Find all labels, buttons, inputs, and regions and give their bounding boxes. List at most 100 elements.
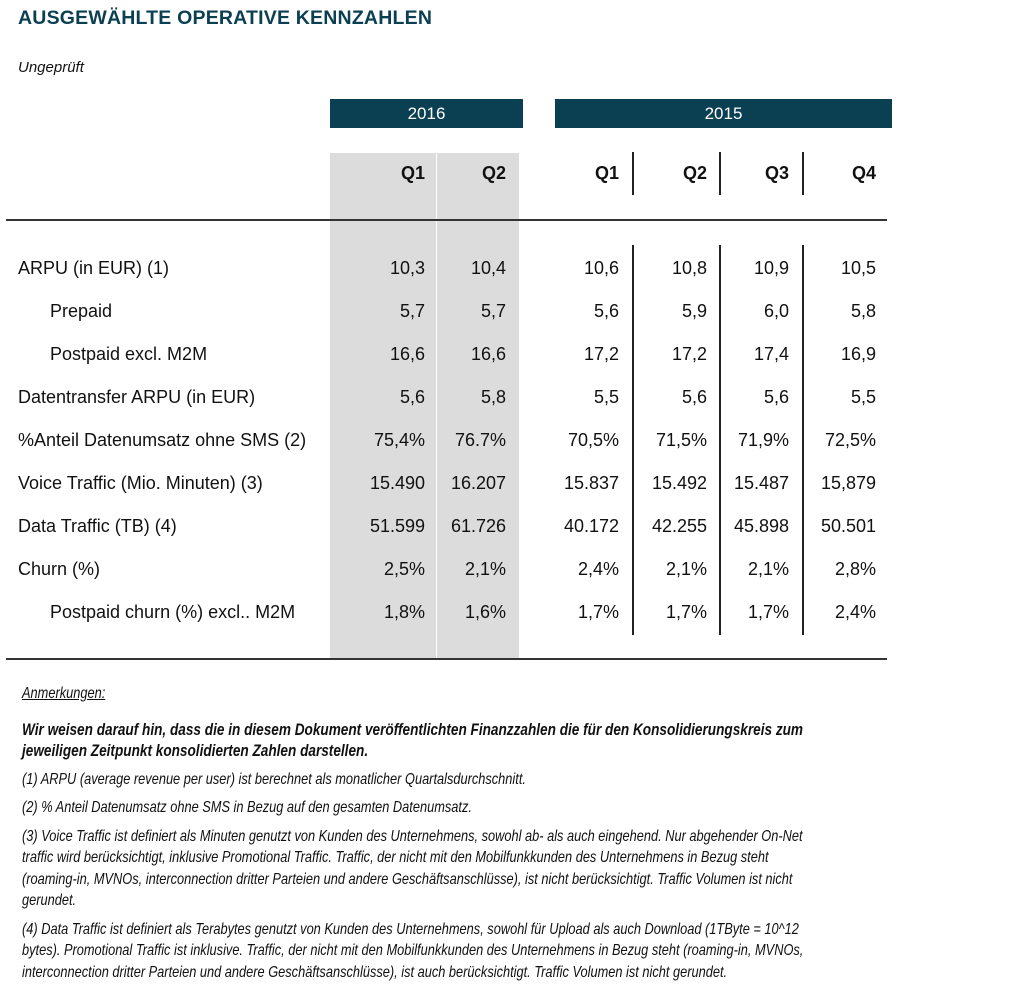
cell-value: 50.501 [820, 516, 876, 536]
cell-value: 5,8 [480, 387, 506, 407]
cell-value: 5,9 [681, 301, 707, 321]
cell-value: 5,6 [681, 387, 707, 407]
cell-value: 51.599 [369, 516, 425, 536]
header-divider [6, 219, 887, 221]
cell-value: 15.837 [563, 473, 619, 493]
footnote-2: (2) % Anteil Datenumsatz ohne SMS in Bez… [22, 797, 1014, 819]
highlight-column-q1-2016 [330, 153, 436, 658]
cell-value: 5,6 [399, 387, 425, 407]
column-divider [632, 152, 634, 195]
column-divider [802, 152, 804, 195]
cell-value: 17,2 [583, 344, 619, 364]
cell-value: 1,7% [747, 602, 789, 622]
cell-value: 1,6% [464, 602, 506, 622]
footnote-1: (1) ARPU (average revenue per user) ist … [22, 769, 1014, 791]
cell-value: 16,6 [470, 344, 506, 364]
quarter-header-2015-q3: Q3 [764, 163, 789, 183]
cell-value: 15.490 [369, 473, 425, 493]
cell-value: 16,6 [389, 344, 425, 364]
cell-value: 5,8 [850, 301, 876, 321]
cell-value: 2,4% [834, 602, 876, 622]
cell-value: 5,7 [399, 301, 425, 321]
notes-heading: Anmerkungen: [22, 685, 106, 702]
cell-value: 16.207 [450, 473, 506, 493]
cell-value: 70,5% [567, 430, 619, 450]
footnotes: (1) ARPU (average revenue per user) ist … [22, 769, 1014, 984]
row-label: Datentransfer ARPU (in EUR) [18, 387, 256, 407]
quarter-header-2015-q1: Q1 [594, 163, 619, 183]
row-label: %Anteil Datenumsatz ohne SMS (2) [18, 430, 307, 450]
footnote-line: interconnection dritter Parteien und and… [22, 963, 728, 981]
column-divider [719, 245, 721, 635]
disclaimer-line: jeweiligen Zeitpunkt konsolidierten Zahl… [22, 741, 369, 760]
year-header-2015: 2015 [555, 99, 892, 128]
column-divider [719, 152, 721, 195]
cell-value: 2,4% [577, 559, 619, 579]
cell-value: 1,7% [577, 602, 619, 622]
footnote-line: bytes). Promotional Traffic ist inklusiv… [22, 942, 804, 959]
cell-value: 71,5% [655, 430, 707, 450]
cell-value: 10,9 [753, 258, 789, 278]
row-label: Churn (%) [18, 559, 101, 579]
row-label: Data Traffic (TB) (4) [18, 516, 177, 536]
cell-value: 2,8% [834, 559, 876, 579]
cell-value: 2,1% [665, 559, 707, 579]
cell-value: 6,0 [763, 301, 789, 321]
quarter-header-2015-q2: Q2 [682, 163, 707, 183]
row-label: Prepaid [50, 301, 113, 321]
cell-value: 1,8% [383, 602, 425, 622]
cell-value: 5,6 [593, 301, 619, 321]
cell-value: 10,8 [671, 258, 707, 278]
table-bottom-divider [6, 658, 887, 660]
cell-value: 15.492 [651, 473, 707, 493]
disclaimer: Wir weisen darauf hin, dass die in diese… [22, 719, 1014, 762]
cell-value: 40.172 [563, 516, 619, 536]
cell-value: 1,7% [665, 602, 707, 622]
cell-value: 10,3 [389, 258, 425, 278]
disclaimer-line: Wir weisen darauf hin, dass die in diese… [22, 719, 804, 739]
cell-value: 10,6 [583, 258, 619, 278]
cell-value: 76.7% [454, 430, 506, 450]
footnote-line: (2) % Anteil Datenumsatz ohne SMS in Bez… [22, 799, 472, 816]
cell-value: 2,1% [747, 559, 789, 579]
cell-value: 2,5% [383, 559, 425, 579]
cell-value: 5,5 [593, 387, 619, 407]
footnote-4: (4) Data Traffic ist definiert als Terab… [22, 919, 1014, 984]
column-divider [802, 245, 804, 635]
cell-value: 5,5 [850, 387, 876, 407]
footnote-line: (roaming-in, MVNOs, interconnection drit… [22, 870, 793, 888]
cell-value: 10,4 [470, 258, 506, 278]
footnote-line: (3) Voice Traffic ist definiert als Minu… [22, 827, 803, 845]
row-label: Postpaid excl. M2M [50, 344, 208, 364]
footnote-line: (4) Data Traffic ist definiert als Terab… [22, 920, 799, 938]
page-title: AUSGEWÄHLTE OPERATIVE KENNZAHLEN [18, 7, 433, 29]
notes-section: Anmerkungen: Wir weisen darauf hin, dass… [22, 683, 1014, 990]
cell-value: 71,9% [737, 430, 789, 450]
subtitle: Ungeprüft [18, 59, 84, 76]
cell-value: 15.487 [733, 473, 789, 493]
cell-value: 17,2 [671, 344, 707, 364]
row-label: Voice Traffic (Mio. Minuten) (3) [18, 473, 263, 493]
cell-value: 10,5 [840, 258, 876, 278]
quarter-header-2016-q1: Q1 [400, 163, 425, 183]
highlight-column-q2-2016 [437, 153, 519, 658]
row-label: Postpaid churn (%) excl.. M2M [50, 602, 296, 622]
cell-value: 2,1% [464, 559, 506, 579]
column-divider [632, 245, 634, 635]
cell-value: 61.726 [450, 516, 506, 536]
cell-value: 17,4 [753, 344, 789, 364]
footnote-3: (3) Voice Traffic ist definiert als Minu… [22, 826, 1014, 912]
cell-value: 45.898 [733, 516, 789, 536]
quarter-header-2015-q4: Q4 [851, 163, 876, 183]
cell-value: 5,7 [480, 301, 506, 321]
cell-value: 75,4% [373, 430, 425, 450]
cell-value: 15,879 [820, 473, 876, 493]
cell-value: 16,9 [840, 344, 876, 364]
footnote-line: (1) ARPU (average revenue per user) ist … [22, 770, 526, 788]
row-label: ARPU (in EUR) (1) [18, 258, 170, 278]
cell-value: 72,5% [824, 430, 876, 450]
cell-value: 42.255 [651, 516, 707, 536]
cell-value: 5,6 [763, 387, 789, 407]
footnote-line: gerundet. [22, 892, 77, 909]
